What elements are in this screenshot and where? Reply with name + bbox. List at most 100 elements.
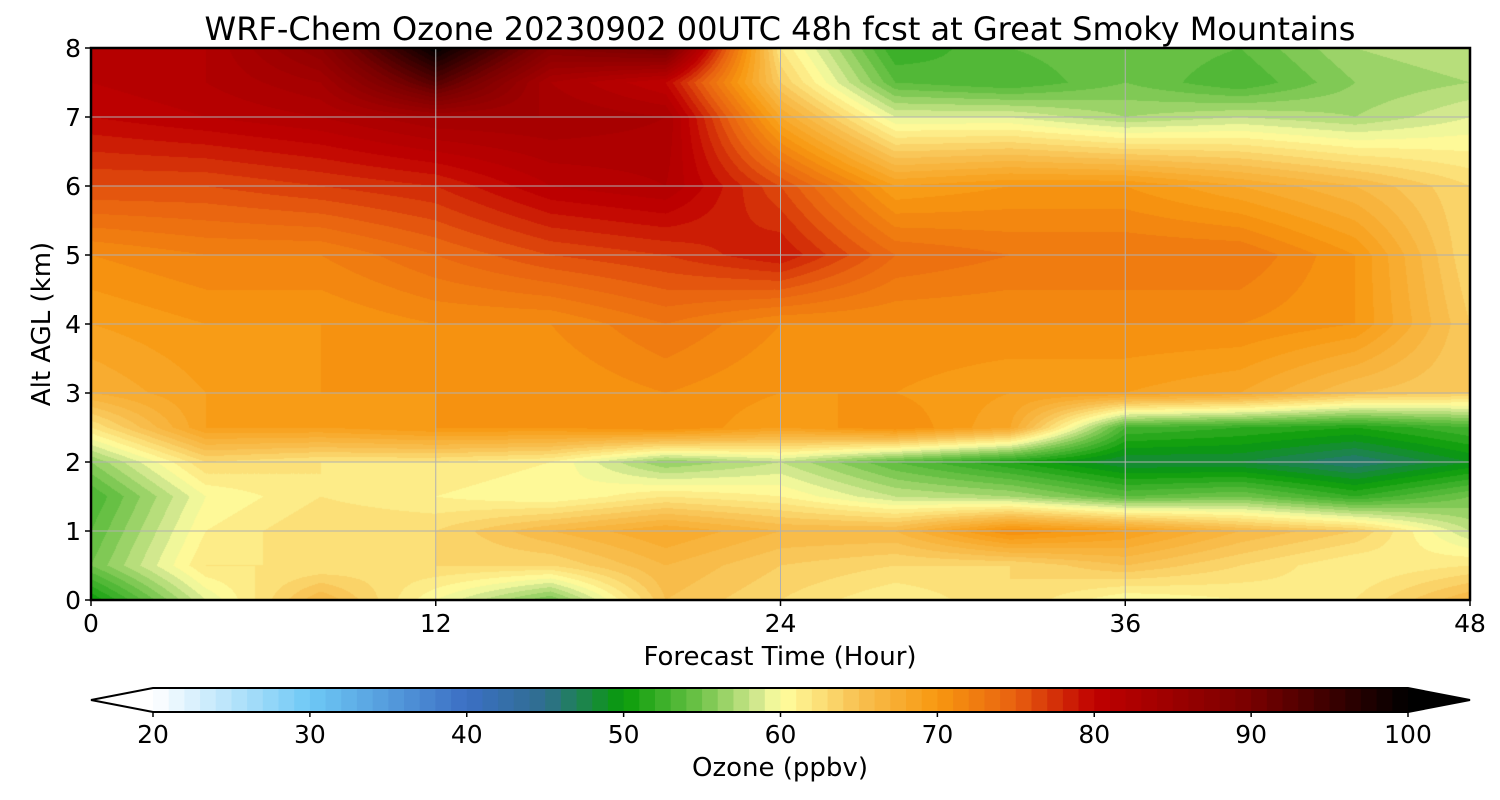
colorbar-segment [733, 688, 750, 712]
colorbar-segment [592, 688, 609, 712]
colorbar-segment [843, 688, 860, 712]
colorbar-segment [309, 688, 327, 712]
colorbar-segment [796, 688, 813, 712]
colorbar-segment [388, 688, 405, 712]
x-tick-label: 24 [765, 609, 797, 638]
y-tick-label: 6 [65, 172, 81, 201]
colorbar-segment [717, 688, 735, 712]
colorbar-segment [1047, 688, 1064, 712]
colorbar-segment [1360, 688, 1378, 712]
y-tick-label: 5 [65, 241, 81, 270]
colorbar: 20 30 40 50 60 70 80 90 100 [90, 687, 1471, 749]
colorbar-segment [466, 688, 484, 712]
colorbar-segment [1329, 688, 1346, 712]
colorbar-tick-label: 30 [294, 720, 326, 749]
colorbar-segment [780, 688, 797, 712]
colorbar-segment [215, 688, 233, 712]
colorbar-extend-min [91, 688, 153, 712]
y-tick-label: 0 [65, 586, 81, 615]
y-axis: 0 1 2 3 4 5 6 7 8 [65, 34, 91, 615]
colorbar-segment [1345, 688, 1362, 712]
y-tick-label: 2 [65, 448, 81, 477]
colorbar-segment [168, 688, 185, 712]
colorbar-segment [1015, 688, 1033, 712]
colorbar-segment [1141, 688, 1158, 712]
colorbar-segment [1313, 688, 1331, 712]
x-tick-label: 48 [1454, 609, 1486, 638]
colorbar-segment [1219, 688, 1237, 712]
colorbar-segment [153, 688, 170, 712]
colorbar-segment [1282, 688, 1299, 712]
colorbar-segment [749, 688, 766, 712]
colorbar-segment [670, 688, 687, 712]
colorbar-tick-label: 80 [1078, 720, 1110, 749]
colorbar-label: Ozone (ppbv) [692, 753, 868, 783]
colorbar-segment [1204, 688, 1221, 712]
colorbar-segment [513, 688, 531, 712]
colorbar-segment [278, 688, 295, 712]
colorbar-segment [262, 688, 280, 712]
colorbar-segment [811, 688, 829, 712]
colorbar-segment [372, 688, 389, 712]
colorbar-segment [1251, 688, 1268, 712]
y-tick-label: 4 [65, 310, 81, 339]
colorbar-tick-label: 40 [451, 720, 483, 749]
colorbar-segment [1392, 688, 1409, 712]
colorbar-segment [858, 688, 876, 712]
colorbar-segment [451, 688, 468, 712]
colorbar-segment [576, 688, 593, 712]
colorbar-segment [325, 688, 342, 712]
x-tick-label: 36 [1109, 609, 1141, 638]
colorbar-segment [890, 688, 907, 712]
colorbar-segment [906, 688, 923, 712]
colorbar-segment [968, 688, 986, 712]
x-axis: 0 12 24 36 48 [83, 600, 1486, 638]
y-tick-label: 3 [65, 379, 81, 408]
colorbar-tick-label: 100 [1384, 720, 1432, 749]
y-tick-label: 8 [65, 34, 81, 63]
colorbar-segment [921, 688, 938, 712]
colorbar-segment [639, 688, 656, 712]
colorbar-segment [341, 688, 358, 712]
grid-lines [91, 48, 1470, 600]
colorbar-segment [655, 688, 672, 712]
colorbar-segment [404, 688, 421, 712]
colorbar-segment [247, 688, 264, 712]
y-axis-label: Alt AGL (km) [27, 242, 57, 406]
colorbar-tick-label: 70 [921, 720, 953, 749]
colorbar-segment [498, 688, 515, 712]
colorbar-segment [356, 688, 374, 712]
colorbar-segment [937, 688, 954, 712]
colorbar-segment [200, 688, 217, 712]
colorbar-segment [702, 688, 719, 712]
colorbar-segment [294, 688, 311, 712]
colorbar-segment [482, 688, 499, 712]
colorbar-extend-max [1408, 688, 1470, 712]
colorbar-segment [1298, 688, 1315, 712]
x-tick-label: 0 [83, 609, 99, 638]
colorbar-tick-label: 90 [1235, 720, 1267, 749]
y-tick-label: 7 [65, 103, 81, 132]
colorbar-segment [686, 688, 703, 712]
colorbar-segment [529, 688, 546, 712]
colorbar-segment [953, 688, 970, 712]
colorbar-tick-label: 50 [608, 720, 640, 749]
colorbar-segment [560, 688, 578, 712]
colorbar-segment [1376, 688, 1393, 712]
colorbar-segment [1125, 688, 1142, 712]
colorbar-segment [231, 688, 248, 712]
colorbar-segment [1235, 688, 1252, 712]
colorbar-segment [1109, 688, 1127, 712]
colorbar-tick-label: 60 [765, 720, 797, 749]
colorbar-segment [545, 688, 562, 712]
colorbar-segment [1078, 688, 1095, 712]
colorbar-segment [1094, 688, 1111, 712]
colorbar-segment [607, 688, 625, 712]
colorbar-segment [1188, 688, 1205, 712]
colorbar-tick-label: 20 [137, 720, 169, 749]
y-tick-label: 1 [65, 517, 81, 546]
x-axis-label: Forecast Time (Hour) [643, 642, 916, 672]
colorbar-segment [1172, 688, 1189, 712]
colorbar-segment [1031, 688, 1048, 712]
